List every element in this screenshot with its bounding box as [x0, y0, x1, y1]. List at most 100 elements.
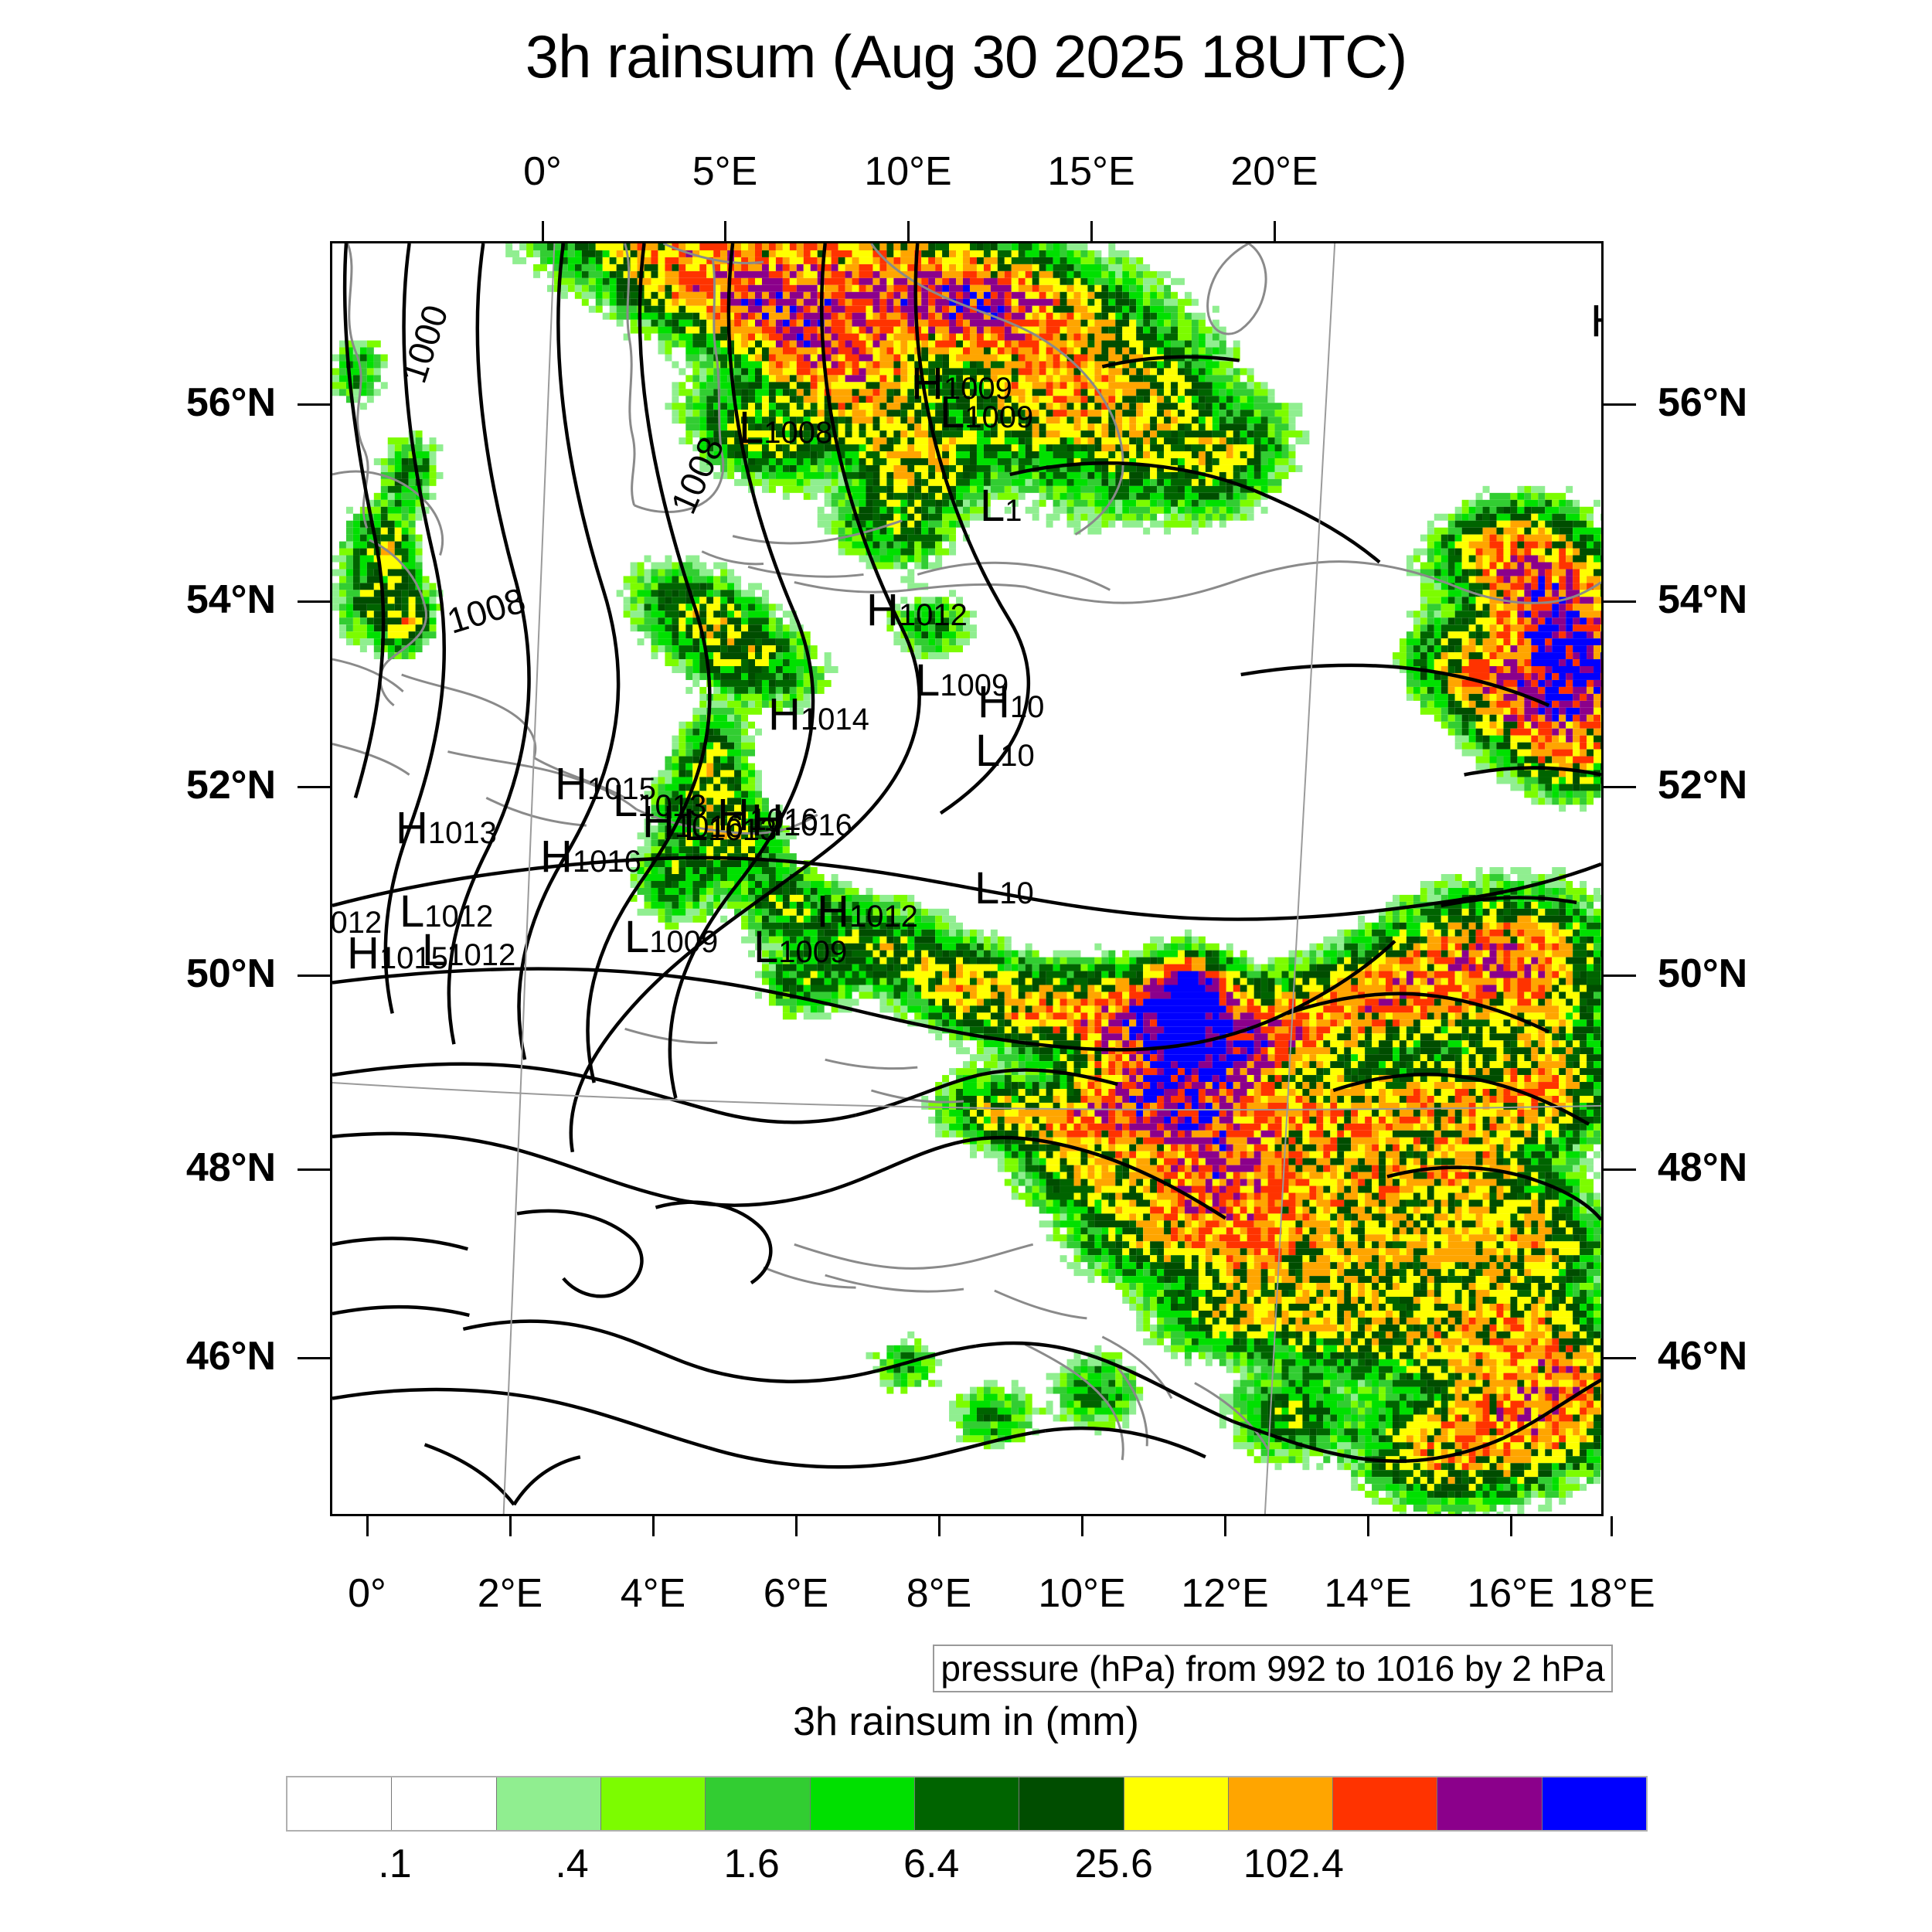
precip-cell: [935, 604, 943, 611]
precip-cell: [1157, 368, 1165, 376]
precip-cell: [679, 749, 686, 757]
precip-cell: [845, 548, 866, 556]
precip-cell: [907, 555, 915, 563]
precip-cell: [789, 915, 797, 923]
precip-cell: [1247, 478, 1268, 486]
precip-cell: [775, 430, 783, 438]
precip-cell: [1468, 638, 1476, 646]
precip-cell: [1094, 277, 1109, 285]
precip-cell: [706, 707, 735, 715]
precip-cell: [1524, 679, 1532, 687]
precip-cell: [1531, 700, 1539, 708]
precip-cell: [914, 389, 929, 396]
precip-cell: [1566, 611, 1580, 618]
precip-cell: [935, 527, 957, 535]
precip-cell: [1454, 700, 1462, 708]
precip-cell: [1025, 423, 1032, 431]
precip-cell: [1094, 423, 1102, 431]
precip-cell: [429, 590, 437, 597]
map-plot-area[interactable]: L1008HH1009L1009L1008L1H1012L1009H10H101…: [330, 241, 1604, 1516]
precip-cell: [775, 874, 783, 881]
precip-cell: [956, 617, 964, 625]
precip-cell: [1475, 742, 1483, 750]
precip-cell: [415, 611, 430, 618]
precip-cell: [345, 590, 360, 597]
precip-cell: [1440, 576, 1448, 583]
precip-cell: [658, 887, 665, 895]
precip-cell: [1545, 735, 1553, 743]
precip-cell: [1087, 527, 1102, 535]
precip-cell: [976, 305, 991, 313]
precip-cell: [1587, 901, 1594, 909]
precip-cell: [817, 520, 832, 528]
precip-cell: [1018, 471, 1032, 479]
precip-cell: [408, 471, 416, 479]
precip-cell: [692, 257, 707, 264]
precip-cell: [394, 457, 402, 465]
precip-cell: [713, 590, 721, 597]
precip-cell: [692, 742, 700, 750]
precip-cell: [332, 354, 339, 362]
precip-cell: [706, 659, 714, 667]
precip-cell: [789, 319, 797, 327]
precip-cell: [408, 576, 416, 583]
precip-cell: [1240, 464, 1247, 472]
precip-cell: [1129, 340, 1144, 348]
precip-cell: [879, 403, 887, 410]
precip-cell: [380, 354, 388, 362]
precip-cell: [900, 936, 908, 944]
precip-cell: [914, 506, 922, 514]
precip-cell: [768, 423, 776, 431]
precip-cell: [741, 464, 749, 472]
precip-cell: [685, 617, 693, 625]
precip-cell: [1073, 403, 1081, 410]
axis-tick-mark: [1604, 1168, 1636, 1171]
precip-cell: [1066, 437, 1074, 445]
precip-cell: [761, 410, 769, 417]
precip-cell: [338, 354, 346, 362]
precip-cell: [969, 326, 977, 334]
precip-cell: [1157, 464, 1165, 472]
precip-cell: [609, 298, 617, 306]
precip-cell: [824, 270, 832, 278]
precip-cell: [1503, 880, 1511, 888]
precip-cell: [872, 277, 880, 285]
precip-cell: [602, 257, 610, 264]
precip-cell: [900, 506, 908, 514]
precip-cell: [852, 908, 859, 916]
precip-cell: [1240, 430, 1247, 438]
precip-cell: [1129, 506, 1151, 514]
precip-cell: [1461, 666, 1490, 673]
precip-cell: [623, 576, 638, 583]
precip-cell: [679, 860, 686, 868]
precip-cell: [1517, 604, 1525, 611]
precip-cell: [713, 742, 721, 750]
precip-cell: [692, 382, 700, 389]
precip-cell: [685, 860, 707, 868]
precip-cell: [1191, 936, 1199, 944]
precip-cell: [866, 478, 873, 486]
precip-cell: [345, 340, 353, 348]
precip-cell: [345, 555, 353, 563]
precip-cell: [1489, 874, 1504, 881]
precip-cell: [713, 714, 728, 722]
precip-cell: [436, 604, 444, 611]
precip-cell: [658, 319, 665, 327]
precip-cell: [1468, 693, 1483, 701]
precip-cell: [720, 264, 728, 271]
precip-cell: [990, 298, 1005, 306]
precip-cell: [782, 444, 790, 452]
precip-cell: [1136, 305, 1144, 313]
precip-cell: [734, 457, 742, 465]
precip-cell: [713, 583, 728, 590]
precip-cell: [935, 257, 943, 264]
precip-cell: [969, 375, 977, 383]
precip-cell: [768, 417, 776, 424]
precip-cell: [1399, 659, 1406, 667]
precip-cell: [1461, 714, 1469, 722]
precip-cell: [1594, 936, 1601, 944]
precip-cell: [1552, 922, 1560, 930]
precip-cell: [1087, 298, 1095, 306]
precip-cell: [651, 846, 665, 854]
precip-cell: [734, 270, 769, 278]
